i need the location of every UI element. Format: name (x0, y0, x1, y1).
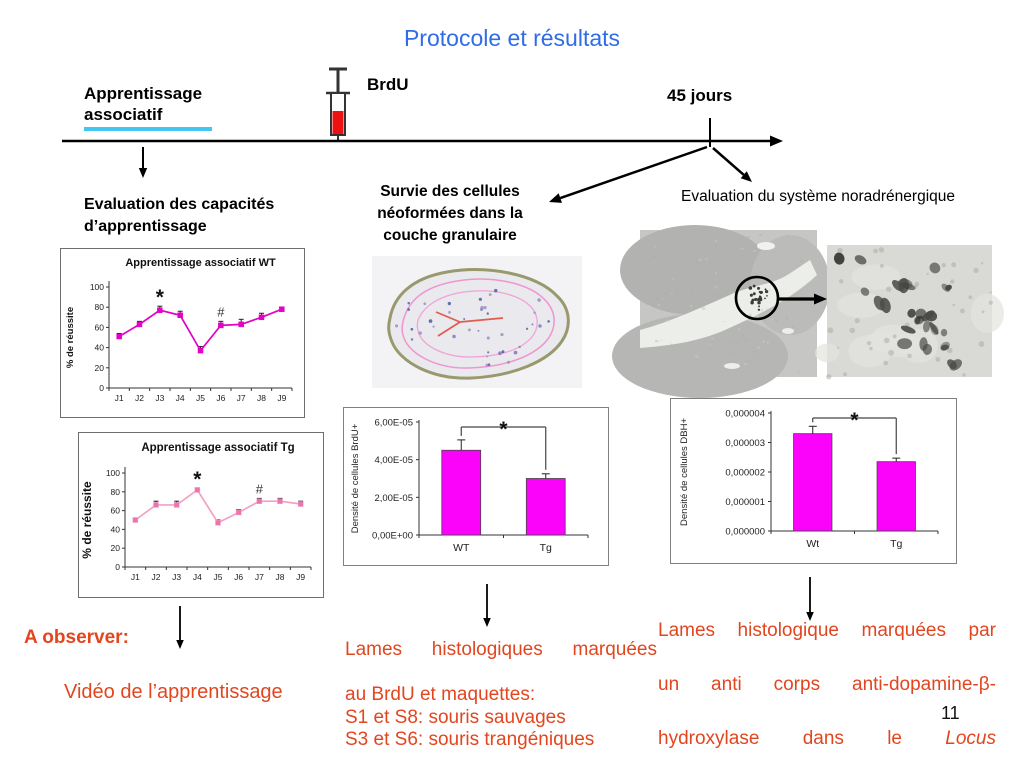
svg-text:2,00E-05: 2,00E-05 (374, 493, 413, 504)
observe-label: A observer: (24, 627, 129, 648)
brdu-density-bar-chart: 0,00E+00 2,00E-05 4,00E-05 6,00E-05 WT Tg Dens… (350, 418, 589, 554)
svg-text:J7: J7 (237, 393, 246, 403)
histology-lc-closeup-image (814, 245, 1004, 380)
wt-learning-line-chart: Apprentissage associatif WT 0 20 40 60 80 100 J… (65, 257, 293, 403)
svg-text:80: 80 (111, 487, 121, 497)
svg-text:Densité de cellules DBH+: Densité de cellules DBH+ (679, 418, 690, 526)
histology-olfactory-bulb-image (372, 256, 582, 388)
dbh-note-line2: un anti corps anti-dopamine-β- (658, 674, 996, 695)
svg-text:*: * (156, 286, 165, 309)
svg-text:J1: J1 (115, 393, 124, 403)
slide-title: Protocole et résultats (403, 25, 621, 51)
svg-text:0,000002: 0,000002 (725, 468, 765, 479)
svg-text:40: 40 (111, 524, 121, 534)
svg-text:60: 60 (111, 506, 121, 516)
svg-text:40: 40 (95, 343, 105, 353)
svg-text:Wt: Wt (806, 538, 819, 550)
syringe-icon (326, 67, 350, 141)
svg-text:J5: J5 (214, 572, 223, 582)
locus-coeruleus-closeup-drawing (814, 245, 1004, 380)
svg-text:#: # (217, 304, 225, 319)
svg-text:0,000000: 0,000000 (725, 527, 765, 538)
svg-text:0,000001: 0,000001 (725, 497, 765, 508)
svg-text:% de réussite: % de réussite (65, 307, 76, 368)
svg-text:J3: J3 (172, 572, 181, 582)
tg-learning-chart-frame: Apprentissage associatif Tg 0 20 40 60 80 100 J… (78, 432, 324, 598)
dbh-note-line3: hydroxylase dans le Locus (658, 728, 996, 749)
wt-learning-chart-frame: Apprentissage associatif WT 0 20 40 60 80 100 J… (60, 248, 305, 418)
svg-text:100: 100 (90, 282, 104, 292)
svg-text:6,00E-05: 6,00E-05 (374, 418, 413, 429)
svg-text:100: 100 (106, 468, 120, 478)
svg-text:Densité de cellules BrdU+: Densité de cellules BrdU+ (350, 423, 361, 533)
brdu-density-chart-frame: 0,00E+00 2,00E-05 4,00E-05 6,00E-05 WT Tg Dens… (343, 407, 609, 566)
svg-text:Apprentissage associatif Tg: Apprentissage associatif Tg (141, 442, 294, 454)
svg-text:0,00E+00: 0,00E+00 (372, 531, 413, 542)
svg-text:4,00E-05: 4,00E-05 (374, 455, 413, 466)
svg-text:J1: J1 (131, 572, 140, 582)
brdu-note-line2: au BrdU et maquettes: (345, 684, 536, 705)
olfactory-bulb-section-drawing (372, 256, 582, 388)
brdu-note-line3: S1 et S8: souris sauvages (345, 706, 566, 728)
heading-cell-survival: Survie des cellules néoformées dans la c… (377, 183, 523, 244)
svg-text:J4: J4 (193, 572, 202, 582)
svg-text:J2: J2 (135, 393, 144, 403)
svg-text:WT: WT (453, 542, 470, 554)
locus-coeruleus-overview-drawing (612, 225, 830, 398)
brdu-slides-note: Lames histologiques marquées au BrdU et … (345, 639, 657, 752)
dbh-density-chart-frame: 0,000000 0,000001 0,000002 0,000003 0,000004… (670, 398, 957, 564)
heading-noradrenergic-system: Evaluation du système noradrénergique (681, 188, 956, 205)
phase-label-line1: Apprentissage (84, 84, 203, 103)
svg-text:0: 0 (115, 562, 120, 572)
svg-text:J8: J8 (276, 572, 285, 582)
page-number: 11 (941, 703, 960, 723)
dbh-note-line1: Lames histologique marquées par (658, 620, 996, 641)
phase-label: Apprentissage associatif (84, 83, 202, 125)
svg-text:J2: J2 (152, 572, 161, 582)
svg-text:0: 0 (99, 383, 104, 393)
svg-text:J9: J9 (296, 572, 305, 582)
svg-text:60: 60 (95, 322, 105, 332)
svg-text:#: # (256, 481, 264, 496)
svg-text:80: 80 (95, 302, 105, 312)
svg-text:*: * (850, 409, 859, 432)
svg-text:J6: J6 (234, 572, 243, 582)
svg-text:J3: J3 (155, 393, 164, 403)
svg-text:J7: J7 (255, 572, 264, 582)
heading-learning-evaluation: Evaluation des capacités d’apprentissage (84, 196, 275, 235)
svg-text:J4: J4 (176, 393, 185, 403)
svg-text:Apprentissage associatif WT: Apprentissage associatif WT (125, 257, 276, 269)
svg-text:J5: J5 (196, 393, 205, 403)
svg-text:0,000003: 0,000003 (725, 438, 765, 449)
brdu-note-line1: Lames histologiques marquées (345, 639, 657, 660)
phase-label-line2: associatif (84, 105, 163, 124)
svg-text:J8: J8 (257, 393, 266, 403)
svg-text:Tg: Tg (540, 542, 552, 554)
svg-text:J6: J6 (216, 393, 225, 403)
svg-text:20: 20 (95, 363, 105, 373)
svg-text:*: * (499, 418, 508, 441)
dbh-density-bar-chart: 0,000000 0,000001 0,000002 0,000003 0,000004… (679, 409, 939, 550)
brdu-label: BrdU (367, 75, 409, 94)
phase-underline (84, 127, 212, 131)
duration-label: 45 jours (667, 86, 733, 105)
svg-text:J9: J9 (277, 393, 286, 403)
svg-text:0,000004: 0,000004 (725, 409, 765, 420)
svg-text:% de réussite: % de réussite (80, 481, 94, 559)
histology-lc-overview-image (612, 225, 830, 398)
tg-learning-line-chart: Apprentissage associatif Tg 0 20 40 60 80 100 J… (80, 442, 312, 582)
dbh-slides-note: Lames histologique marquées par un anti … (658, 617, 996, 768)
video-note: Vidéo de l’apprentissage (64, 681, 283, 703)
svg-text:Tg: Tg (890, 538, 902, 550)
brdu-note-line4: S3 et S6: souris trangéniques (345, 729, 595, 750)
svg-text:*: * (193, 468, 202, 491)
svg-text:20: 20 (111, 543, 121, 553)
